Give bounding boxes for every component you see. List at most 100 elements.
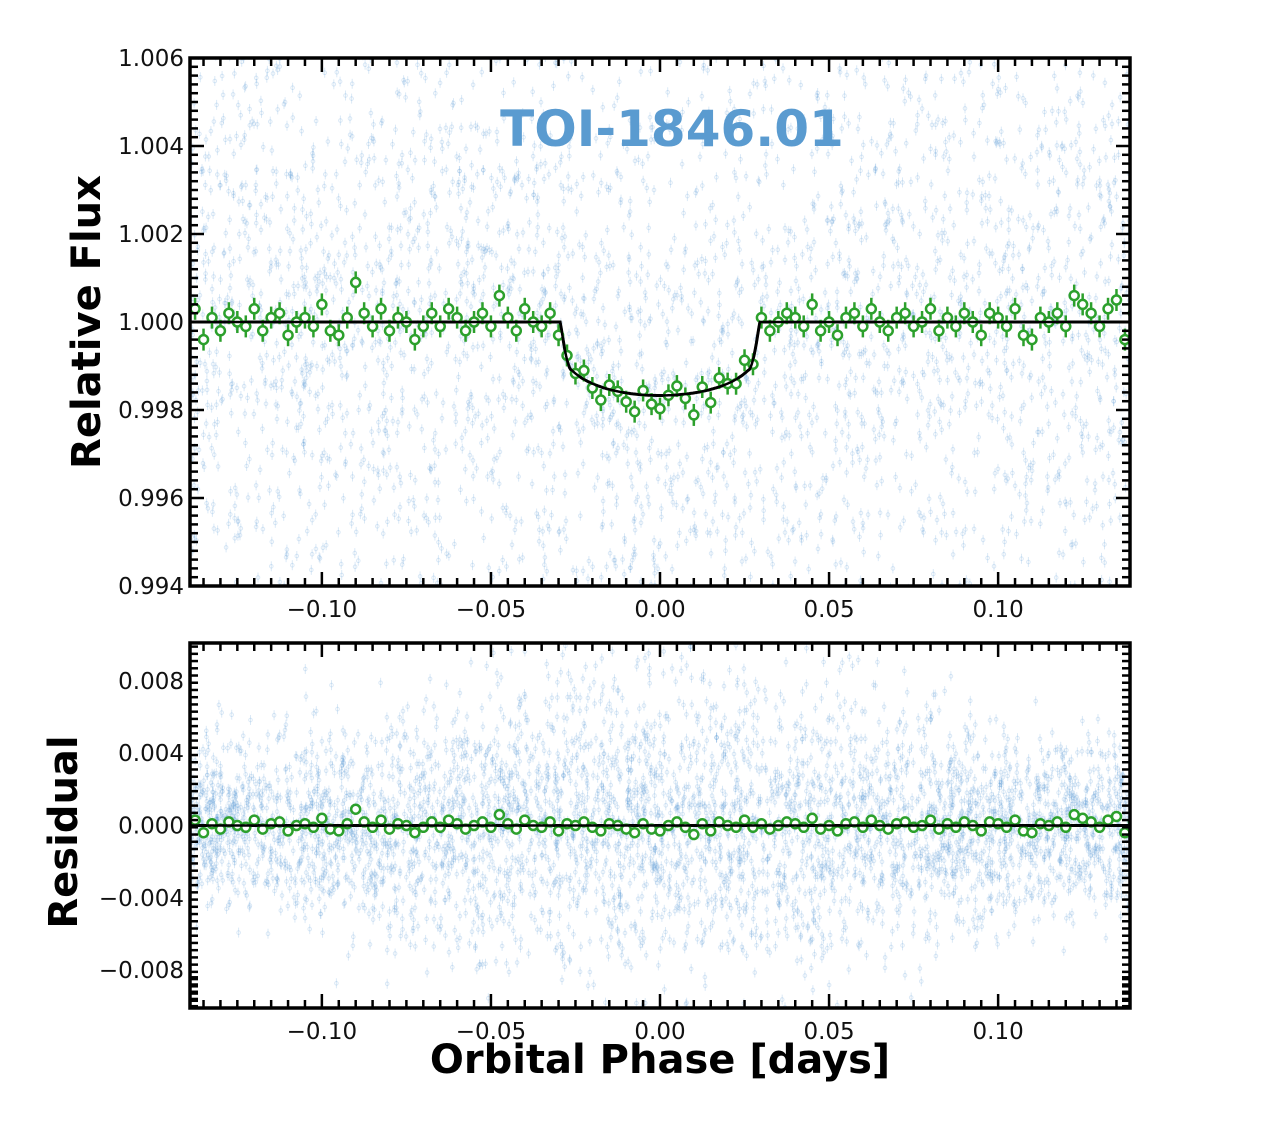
raw-point bbox=[859, 421, 865, 426]
raw-point bbox=[227, 136, 233, 142]
raw-point bbox=[808, 246, 814, 252]
raw-point bbox=[993, 260, 998, 266]
raw-point bbox=[401, 556, 406, 562]
raw-point bbox=[411, 129, 416, 135]
raw-point bbox=[1116, 257, 1121, 262]
raw-point bbox=[659, 659, 663, 663]
raw-point bbox=[986, 412, 992, 417]
raw-point bbox=[1102, 123, 1108, 129]
raw-point bbox=[302, 382, 308, 388]
raw-point bbox=[995, 91, 1000, 97]
raw-point bbox=[860, 444, 865, 450]
raw-point bbox=[998, 293, 1004, 299]
raw-point bbox=[948, 408, 953, 413]
raw-point bbox=[375, 328, 381, 334]
raw-point bbox=[596, 189, 601, 195]
raw-point bbox=[195, 244, 201, 249]
raw-point bbox=[844, 346, 849, 352]
raw-point bbox=[762, 370, 767, 375]
raw-point bbox=[506, 292, 512, 297]
raw-point bbox=[501, 116, 507, 121]
raw-point bbox=[773, 383, 778, 389]
raw-point bbox=[1106, 113, 1111, 118]
raw-point bbox=[320, 343, 325, 349]
raw-point bbox=[581, 661, 585, 665]
raw-point bbox=[844, 564, 850, 570]
raw-point bbox=[648, 457, 653, 463]
raw-point bbox=[241, 137, 247, 142]
raw-point bbox=[918, 618, 922, 622]
raw-point bbox=[1018, 302, 1024, 308]
raw-point bbox=[653, 380, 659, 386]
raw-point bbox=[906, 263, 911, 269]
raw-point bbox=[368, 627, 372, 631]
raw-point bbox=[688, 608, 692, 612]
raw-point bbox=[1003, 252, 1008, 258]
raw-point bbox=[303, 356, 308, 361]
raw-point bbox=[935, 258, 940, 264]
raw-point bbox=[396, 185, 402, 190]
raw-point bbox=[643, 295, 649, 301]
raw-point bbox=[932, 248, 938, 254]
raw-point bbox=[983, 205, 989, 211]
raw-point bbox=[582, 296, 587, 301]
raw-point bbox=[942, 193, 948, 199]
raw-point bbox=[964, 272, 970, 278]
raw-point bbox=[268, 632, 272, 636]
raw-point bbox=[838, 201, 844, 207]
raw-point bbox=[255, 398, 260, 403]
raw-point bbox=[1109, 102, 1115, 108]
raw-point bbox=[337, 346, 343, 352]
raw-point bbox=[923, 76, 928, 82]
raw-point bbox=[510, 275, 515, 281]
raw-point bbox=[884, 348, 890, 353]
raw-point bbox=[663, 262, 669, 267]
raw-point bbox=[732, 170, 737, 175]
raw-point bbox=[901, 518, 907, 524]
raw-point bbox=[997, 141, 1003, 147]
raw-point bbox=[1062, 528, 1068, 534]
raw-point bbox=[511, 379, 516, 385]
raw-point bbox=[840, 352, 846, 358]
raw-point bbox=[338, 364, 344, 369]
raw-point bbox=[458, 125, 464, 130]
raw-point bbox=[227, 217, 232, 223]
raw-point bbox=[716, 360, 721, 366]
raw-point bbox=[512, 177, 517, 182]
raw-point bbox=[747, 91, 753, 97]
raw-point bbox=[558, 428, 563, 433]
raw-point bbox=[274, 262, 279, 267]
raw-point bbox=[429, 190, 434, 195]
raw-point bbox=[217, 183, 223, 188]
raw-point bbox=[792, 359, 798, 365]
raw-point bbox=[877, 432, 882, 438]
raw-point bbox=[470, 420, 475, 426]
raw-point bbox=[682, 648, 686, 652]
raw-point bbox=[545, 523, 551, 529]
raw-point bbox=[481, 535, 487, 541]
raw-point bbox=[593, 615, 597, 619]
raw-point bbox=[943, 335, 949, 341]
raw-point bbox=[782, 654, 786, 658]
raw-point bbox=[817, 515, 822, 521]
raw-point bbox=[338, 445, 344, 450]
raw-point bbox=[816, 342, 821, 347]
raw-point bbox=[267, 220, 273, 225]
raw-point bbox=[933, 152, 938, 158]
raw-point bbox=[394, 60, 400, 65]
raw-point bbox=[978, 726, 982, 730]
raw-point bbox=[733, 533, 738, 538]
raw-point bbox=[769, 141, 775, 147]
raw-point bbox=[1053, 400, 1058, 405]
raw-point bbox=[764, 294, 770, 299]
raw-point bbox=[846, 258, 852, 263]
raw-point bbox=[477, 147, 483, 152]
raw-point bbox=[340, 415, 346, 421]
raw-point bbox=[1109, 599, 1113, 603]
raw-point bbox=[349, 134, 355, 139]
raw-point bbox=[891, 264, 896, 269]
raw-point bbox=[663, 554, 669, 559]
raw-point bbox=[627, 565, 633, 571]
raw-point bbox=[944, 350, 949, 356]
raw-point bbox=[355, 328, 361, 333]
